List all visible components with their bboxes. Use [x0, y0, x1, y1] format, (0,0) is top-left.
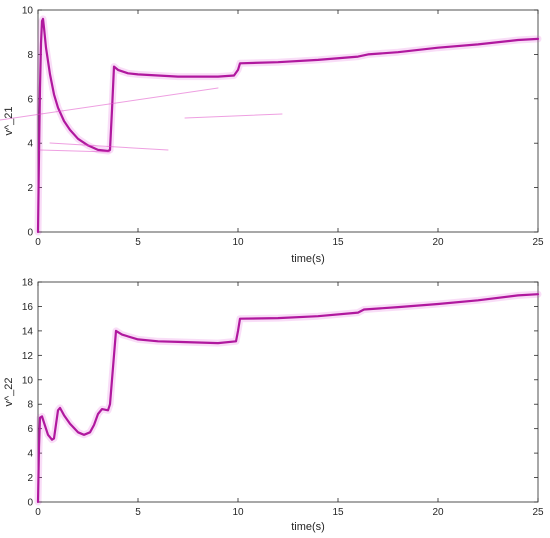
- render-artifact-line: [184, 113, 283, 119]
- chart-panel-bottom: 0 5 10 15 20 25 0 2 4 6 8 10 12 14 16 18 time(s) v^_22: [3, 278, 544, 534]
- x-tick-label: 10: [232, 507, 244, 518]
- y-tick-label: 2: [27, 183, 33, 194]
- y-tick-label: 16: [22, 302, 34, 313]
- y-tick-label: 8: [27, 50, 33, 61]
- x-tick-label: 25: [532, 237, 544, 248]
- x-tick-label: 10: [232, 237, 244, 248]
- y-tick-label: 4: [27, 139, 33, 150]
- y-tick-label: 2: [27, 473, 33, 484]
- x-tick-label: 0: [35, 237, 41, 248]
- y-axis-label: v^_21: [3, 106, 15, 135]
- y-tick-label: 8: [27, 400, 33, 411]
- x-axis-label: time(s): [291, 521, 325, 533]
- x-tick-label: 5: [135, 507, 141, 518]
- series-line: [36, 17, 540, 234]
- y-tick-label: 10: [22, 375, 34, 386]
- y-tick-label: 0: [27, 228, 33, 239]
- y-tick-label: 0: [27, 498, 33, 509]
- y-tick-label: 4: [27, 449, 33, 460]
- y-tick-label: 18: [22, 278, 34, 289]
- y-tick-label: 12: [22, 351, 34, 362]
- x-tick-label: 15: [332, 507, 344, 518]
- series-halo: [34, 290, 542, 506]
- render-artifact-line: [49, 142, 169, 151]
- series-line: [36, 293, 540, 504]
- y-tick-label: 6: [27, 424, 33, 435]
- render-artifact-line: [0, 87, 219, 121]
- render-artifact-line: [39, 149, 111, 153]
- chart-panel-top: 0 5 10 15 20 25 0 2 4 6 8 10 time(s) v^_21: [0, 6, 544, 265]
- series-halo: [34, 15, 542, 236]
- x-tick-label: 0: [35, 507, 41, 518]
- plot-area: [37, 281, 539, 503]
- x-axis-label: time(s): [291, 253, 325, 265]
- x-tick-label: 20: [432, 237, 444, 248]
- plot-area: [37, 9, 539, 233]
- y-tick-label: 10: [22, 6, 34, 17]
- y-axis-label: v^_22: [3, 377, 15, 406]
- x-tick-label: 25: [532, 507, 544, 518]
- x-tick-label: 15: [332, 237, 344, 248]
- x-tick-label: 20: [432, 507, 444, 518]
- y-tick-label: 6: [27, 94, 33, 105]
- x-tick-label: 5: [135, 237, 141, 248]
- y-tick-label: 14: [22, 326, 34, 337]
